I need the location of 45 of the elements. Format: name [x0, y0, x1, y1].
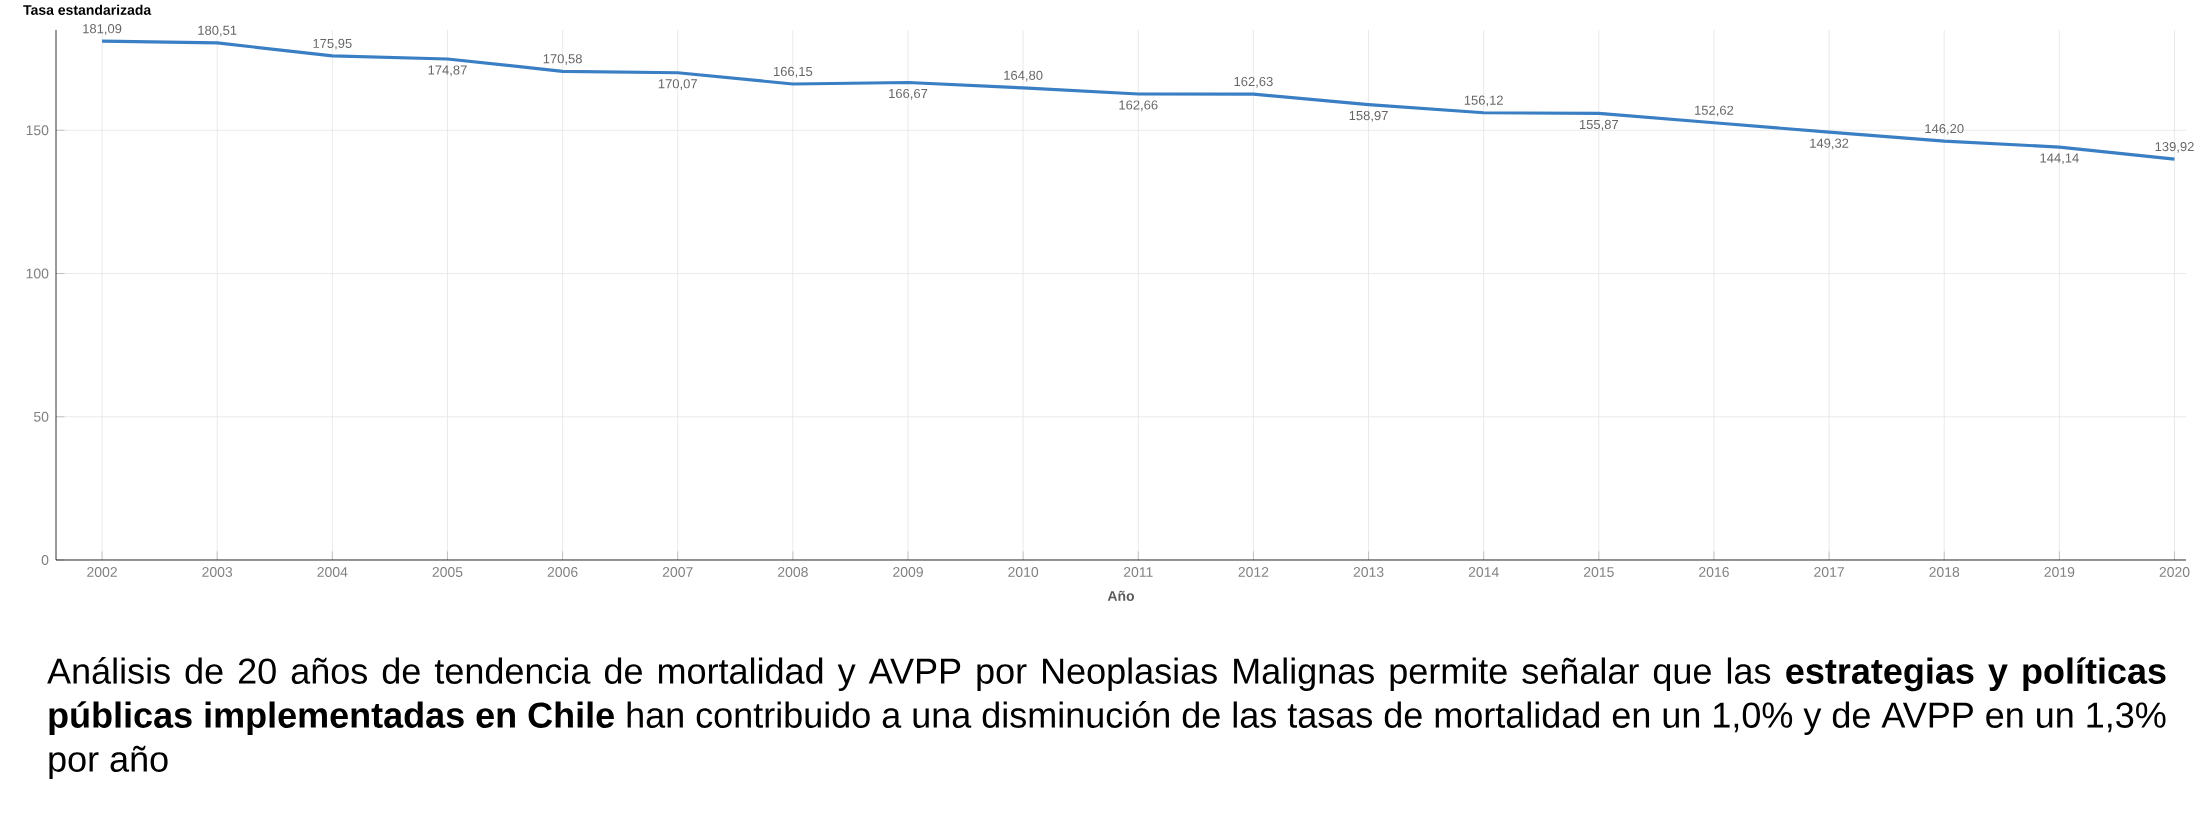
data-label: 139,92 — [2155, 142, 2194, 153]
x-tick-label: 2012 — [1238, 567, 1269, 577]
data-label: 175,95 — [313, 38, 352, 50]
data-label: 164,80 — [1004, 70, 1043, 82]
data-label: 174,87 — [428, 65, 467, 77]
y-axis-title: Tasa estandarizada — [23, 4, 152, 15]
data-label: 162,66 — [1119, 100, 1158, 112]
x-tick-label: 2011 — [1123, 567, 1153, 577]
x-tick-label: 2014 — [1468, 567, 1499, 577]
x-tick-label: 2005 — [432, 567, 463, 577]
x-tick-label: 2009 — [893, 567, 923, 577]
x-tick-label: 2016 — [1699, 567, 1729, 577]
data-label: 166,15 — [773, 66, 813, 78]
data-label: 156,12 — [1464, 95, 1503, 107]
x-tick-label: 2020 — [2159, 567, 2190, 577]
data-label: 149,32 — [1810, 138, 1849, 150]
data-label: 170,58 — [543, 54, 582, 65]
y-tick-label: 150 — [26, 125, 49, 136]
x-tick-label: 2003 — [202, 567, 233, 577]
data-label: 152,62 — [1695, 105, 1734, 117]
x-tick-label: 2002 — [87, 567, 117, 577]
x-tick-label: 2006 — [547, 567, 578, 577]
data-label: 166,67 — [889, 88, 928, 100]
x-tick-label: 2010 — [1008, 567, 1039, 577]
data-label: 180,51 — [198, 25, 237, 37]
data-label: 162,63 — [1234, 76, 1273, 88]
x-tick-label: 2004 — [317, 567, 348, 577]
y-tick-label: 100 — [26, 268, 49, 279]
x-tick-label: 2017 — [1814, 567, 1844, 577]
x-tick-label: 2013 — [1353, 567, 1384, 577]
data-label: 158,97 — [1349, 110, 1388, 122]
x-tick-label: 2018 — [1929, 567, 1960, 577]
data-label: 170,07 — [658, 79, 697, 90]
y-tick-label: 50 — [33, 411, 49, 422]
x-tick-label: 2019 — [2044, 567, 2075, 577]
x-tick-label: 2007 — [662, 567, 693, 577]
data-label: 155,87 — [1579, 119, 1619, 131]
text: Análisis de 20 años de tendencia de mortalidad y AVPP por Neoplasias Malignas permite señalar que las estrategias y políticas públicas implementadas en Chile han contribuido a una disminución de las tasas de mortalidad en un 1,0% y de AVPP en un 1,3% por año — [47, 657, 2166, 780]
data-label: 144,14 — [2040, 153, 2079, 165]
data-label: 181,09 — [83, 24, 122, 35]
x-tick-label: 2015 — [1583, 567, 1614, 577]
data-label: 146,20 — [1925, 124, 1964, 135]
x-tick-label: 2008 — [777, 567, 808, 577]
y-tick-label: 0 — [41, 555, 49, 565]
x-axis-title: Año — [1107, 590, 1135, 601]
